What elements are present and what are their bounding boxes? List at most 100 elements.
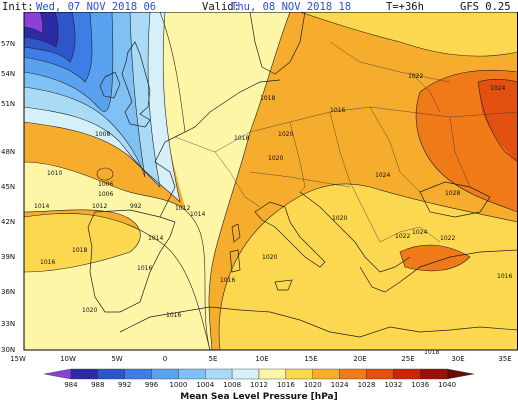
colorbar-tick: 1028 (358, 381, 376, 389)
model-name: GFS 0.25 (460, 1, 511, 13)
isobar-label: 1012 (92, 203, 107, 210)
isobar-label: 992 (130, 203, 142, 210)
isobar-label: 1022 (440, 235, 455, 242)
colorbar-cell (151, 368, 179, 380)
isobar-label: 1016 (166, 312, 181, 319)
isobar-label: 1006 (98, 191, 113, 198)
init-time: Wed, 07 NOV 2018 06 (36, 1, 157, 13)
isobar-label: 1018 (260, 95, 275, 102)
colorbar-tick: 1032 (384, 381, 402, 389)
colorbar-cell (393, 368, 421, 380)
latitude-label: 48N (1, 148, 15, 156)
longitude-label: 35E (498, 355, 511, 363)
isobar-label: 1016 (137, 265, 152, 272)
colorbar-cell (339, 368, 367, 380)
latitude-label: 54N (1, 70, 15, 78)
longitude-label: 0 (163, 355, 167, 363)
longitude-label: 10W (60, 355, 76, 363)
colorbar-cell (366, 368, 394, 380)
longitude-label: 15E (304, 355, 317, 363)
isobar-label: 1014 (190, 211, 205, 218)
colorbar-cell (70, 368, 98, 380)
colorbar-cell (124, 368, 152, 380)
latitude-label: 42N (1, 218, 15, 226)
longitude-label: 20E (353, 355, 366, 363)
colorbar-cell (43, 368, 72, 380)
colorbar-tick: 1008 (223, 381, 241, 389)
isobar-label: 1020 (268, 155, 283, 162)
isobar-label: 1020 (82, 307, 97, 314)
isobar-label: 1016 (497, 273, 512, 280)
isobar-label: 1018 (234, 135, 249, 142)
latitude-label: 51N (1, 100, 15, 108)
latitude-label: 30N (1, 346, 15, 354)
colorbar-ticks: 984 988 992 996 1000 1004 1008 1012 1016 1020 1024… (64, 381, 456, 389)
isobar-label: 1016 (220, 277, 235, 284)
longitude-label: 25E (401, 355, 414, 363)
colorbar-cell (231, 368, 260, 380)
isobar-label: 1022 (395, 233, 410, 240)
colorbar-tick: 1024 (331, 381, 349, 389)
colorbar-cell (97, 368, 125, 380)
colorbar-cell (178, 368, 206, 380)
isobar-label: 1014 (148, 235, 163, 242)
colorbar-cell (205, 368, 233, 380)
colorbar-tick: 1020 (304, 381, 322, 389)
latitude-label: 33N (1, 320, 15, 328)
isobar-label: 1020 (278, 131, 293, 138)
colorbar-tick: 992 (118, 381, 131, 389)
longitude-label: 5W (111, 355, 122, 363)
borders (174, 41, 518, 243)
isobar-label: 1016 (40, 259, 55, 266)
isobar-label: 1010 (47, 170, 62, 177)
isobar-label: 1018 (72, 247, 87, 254)
isobar-label: 1024 (490, 85, 505, 92)
latitude-label: 45N (1, 183, 15, 191)
longitude-labels: 15W 10W 5W 0 5E 10E 15E 20E 25E 30E 35E (10, 355, 512, 363)
isobar-label: 1020 (262, 254, 277, 261)
longitude-label: 15W (10, 355, 26, 363)
lead-time: T=+36h (386, 1, 424, 13)
colorbar-tick: 1004 (196, 381, 214, 389)
latitude-label: 57N (1, 40, 15, 48)
colorbar-cell (312, 368, 340, 380)
colorbar-cell (420, 368, 448, 380)
isobar-label: 1022 (408, 73, 423, 80)
latitude-label: 36N (1, 288, 15, 296)
colorbar-tick: 1036 (411, 381, 429, 389)
isobar-label: 1014 (34, 203, 49, 210)
colorbar-cells (43, 368, 475, 380)
colorbar-title: Mean Sea Level Pressure [hPa] (180, 392, 338, 400)
colorbar-cell (446, 368, 475, 380)
isobar-lines (24, 12, 518, 350)
isobar-label: 1012 (175, 205, 190, 212)
colorbar-tick: 1040 (438, 381, 456, 389)
longitude-label: 5E (209, 355, 218, 363)
pressure-colorbar: 984 988 992 996 1000 1004 1008 1012 1016 1020 1024… (43, 368, 475, 400)
valid-label: Valid: (202, 1, 240, 13)
init-label: Init: (2, 1, 34, 13)
colorbar-tick: 984 (64, 381, 78, 389)
colorbar-tick: 1000 (169, 381, 187, 389)
isobar-label: 1018 (424, 349, 439, 356)
latitude-label: 39N (1, 253, 15, 261)
valid-time: Thu, 08 NOV 2018 18 (231, 1, 352, 13)
isobar-label: 1016 (330, 107, 345, 114)
colorbar-tick: 988 (91, 381, 104, 389)
isobar-label: 1024 (375, 172, 390, 179)
colorbar-tick: 1016 (277, 381, 295, 389)
coastlines (87, 12, 518, 338)
colorbar-cell (285, 368, 313, 380)
isobar-label: 1006 (98, 181, 113, 188)
pressure-map: 57N 54N 51N 48N 45N 42N 39N 36N 33N 30N 15W 10W 5W 0… (1, 12, 518, 363)
colorbar-tick: 1012 (250, 381, 268, 389)
map-header: Init: Wed, 07 NOV 2018 06 Valid: Thu, 08… (0, 0, 518, 14)
colorbar-tick: 996 (145, 381, 159, 389)
isobar-label: 1008 (95, 131, 110, 138)
isobar-label: 1020 (332, 215, 347, 222)
longitude-label: 30E (451, 355, 464, 363)
isobar-label: 1024 (412, 229, 427, 236)
longitude-label: 10E (255, 355, 268, 363)
isobar-label: 1028 (445, 190, 460, 197)
